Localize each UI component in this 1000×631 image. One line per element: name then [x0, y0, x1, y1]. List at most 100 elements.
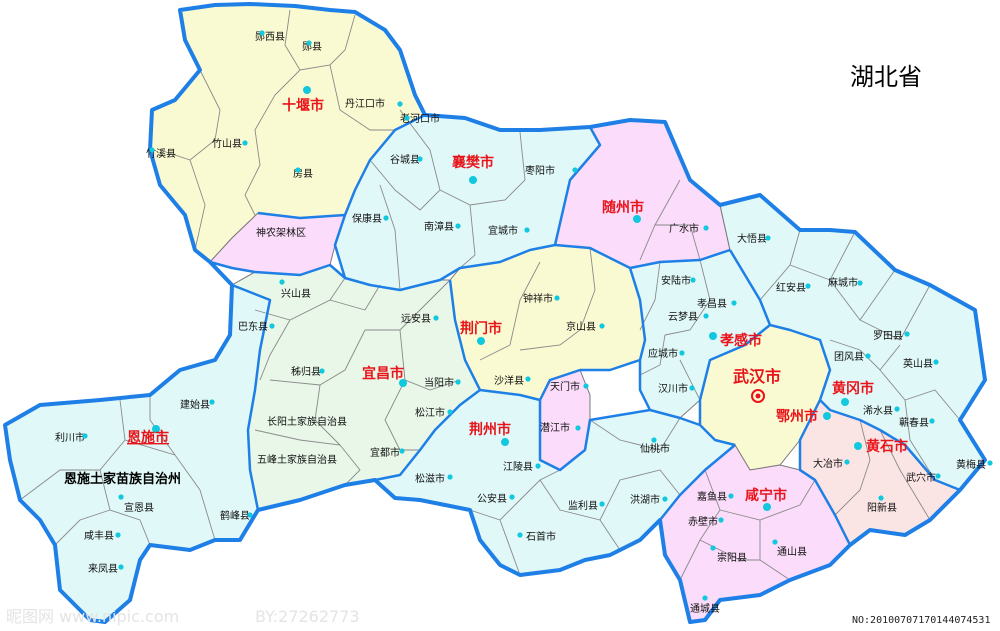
county-label: 仙桃市 [640, 442, 670, 455]
county-label: 潜江市 [540, 421, 570, 434]
city-label-xianning: 咸宁市 [745, 487, 787, 504]
county-label: 汉川市 [658, 382, 688, 395]
city-label-yichang: 宜昌市 [362, 365, 404, 382]
capital-marker-ring [751, 389, 765, 403]
county-seat-dot [118, 494, 124, 500]
county-seat-dot [149, 147, 155, 153]
county-seat-dot [765, 235, 771, 241]
county-seat-dot [805, 283, 811, 289]
city-marker-ezhou [823, 412, 831, 420]
county-seat-dot [242, 140, 248, 146]
county-label: 武穴市 [906, 471, 936, 484]
prefecture-label-enshi: 恩施土家苗族自治州 [64, 471, 181, 487]
county-label: 松滋市 [415, 472, 445, 485]
county-label: 罗田县 [873, 330, 903, 342]
county-label: 五峰土家族自治县 [257, 453, 337, 466]
county-seat-dot [599, 501, 605, 507]
watermark-site: 昵图网 www.nipic.com [6, 607, 179, 626]
county-label: 兴山县 [281, 288, 311, 300]
county-seat-dot [517, 532, 523, 538]
city-marker-yichang [399, 379, 407, 387]
county-seat-dot [599, 323, 605, 329]
county-seat-dot [575, 425, 581, 431]
county-label: 建始县 [180, 398, 210, 411]
county-label: 崇阳县 [717, 552, 747, 564]
county-label: 宜都市 [370, 446, 400, 459]
county-label: 浠水县 [863, 404, 893, 417]
county-label: 团风县 [834, 351, 864, 363]
county-seat-dot [572, 167, 578, 173]
county-label: 嘉鱼县 [697, 490, 727, 503]
county-label: 宣恩县 [124, 501, 154, 514]
county-seat-dot [857, 280, 863, 286]
county-label: 监利县 [568, 499, 598, 512]
county-seat-dot [295, 167, 301, 173]
county-seat-dot [690, 277, 696, 283]
county-label: 大悟县 [737, 232, 767, 245]
city-label-enshi: 恩施市 [127, 429, 169, 446]
county-label: 南漳县 [424, 220, 454, 233]
county-label: 当阳市 [424, 376, 454, 389]
city-label-wuhan: 武汉市 [733, 367, 781, 386]
county-label: 郧县 [302, 41, 322, 53]
county-seat-dot [703, 225, 709, 231]
county-seat-dot [118, 564, 124, 570]
capital-marker-dot [755, 393, 761, 399]
county-seat-dot [679, 350, 685, 356]
county-label: 麻城市 [828, 276, 858, 289]
regions [4, 3, 986, 623]
county-label: 天门市 [550, 380, 580, 393]
county-seat-dot [404, 115, 410, 121]
county-label: 咸丰县 [84, 529, 114, 542]
county-label: 英山县 [903, 357, 933, 370]
county-boundaries [19, 9, 961, 581]
province-title: 湖北省 [850, 63, 922, 91]
county-label: 黄梅县 [956, 458, 986, 471]
county-label: 公安县 [477, 492, 507, 505]
county-seat-dot [447, 474, 453, 480]
county-label: 松江市 [415, 406, 445, 419]
county-seat-dot [447, 409, 453, 415]
city-boundaries [209, 113, 961, 546]
city-marker-shiyan [303, 86, 311, 94]
county-label: 赤壁市 [688, 515, 718, 528]
city-label-suizhou: 随州市 [602, 199, 644, 216]
city-marker-xiaogan [709, 332, 717, 340]
county-seat-dot [662, 496, 668, 502]
city-label-jingzhou: 荆州市 [469, 421, 511, 438]
county-seat-dot [209, 399, 215, 405]
city-marker-huanggang [841, 398, 849, 406]
county-seat-dot [933, 359, 939, 365]
county-label: 来凤县 [88, 563, 118, 575]
county-seat-dot [583, 383, 589, 389]
county-seat-dot [399, 448, 405, 454]
county-label: 枣阳市 [525, 164, 555, 177]
county-label: 沙洋县 [494, 374, 524, 387]
county-seat-dot [259, 30, 265, 36]
city-marker-enshi [152, 425, 160, 433]
city-label-jingmen: 荆门市 [460, 320, 502, 337]
county-seat-dot [865, 353, 871, 359]
county-seat-dot [703, 313, 709, 319]
county-seat-dot [651, 437, 657, 443]
county-label: 神农架林区 [256, 226, 306, 239]
province-outline [3, 2, 987, 624]
county-seat-dot [689, 385, 695, 391]
city-marker-suizhou [633, 215, 641, 223]
city-label-huanggang: 黄冈市 [832, 380, 874, 397]
county-label: 孝昌县 [697, 298, 727, 310]
county-seat-dot [509, 494, 515, 500]
county-seat-dot [772, 539, 778, 545]
county-label: 通城县 [690, 603, 720, 615]
county-seat-dot [247, 512, 253, 518]
county-seat-dot [535, 463, 541, 469]
county-seat-dot [383, 215, 389, 221]
city-marker-jingmen [477, 337, 485, 345]
county-seat-dot [929, 418, 935, 424]
city-marker-xiangyang [469, 176, 477, 184]
county-seat-dot [702, 595, 708, 601]
county-seat-dot [718, 517, 724, 523]
county-label: 石首市 [526, 530, 556, 543]
county-seat-dot [731, 300, 737, 306]
